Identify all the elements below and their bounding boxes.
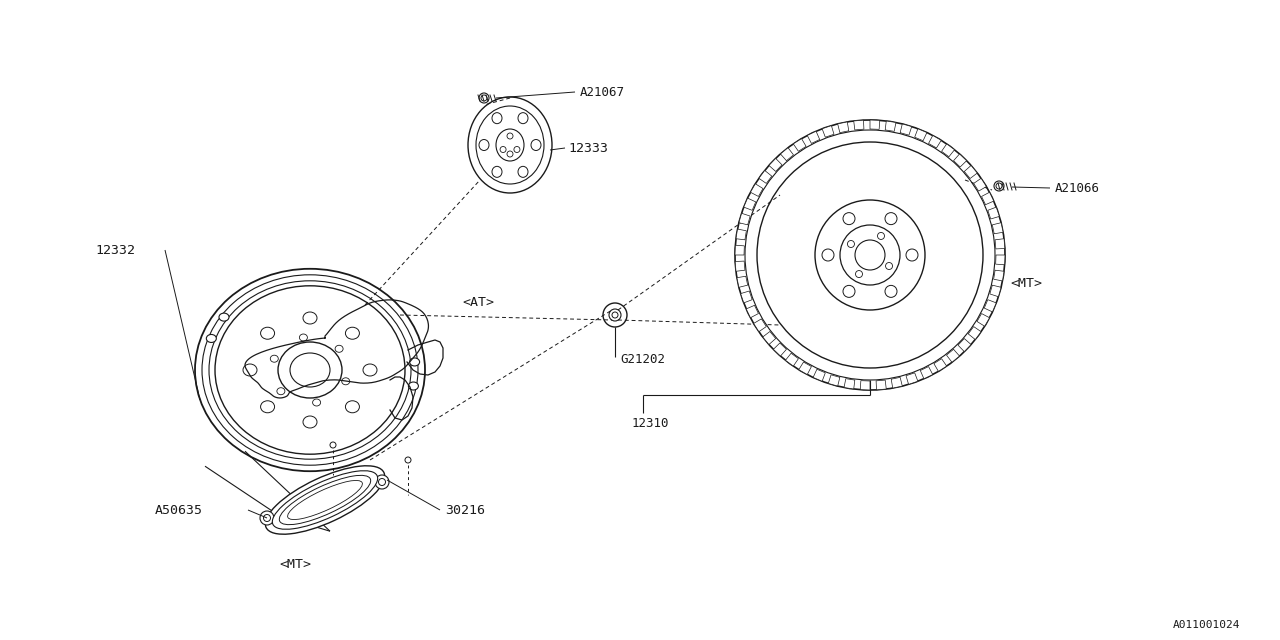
Polygon shape	[934, 358, 947, 371]
Polygon shape	[828, 375, 840, 386]
Ellipse shape	[265, 466, 385, 534]
Polygon shape	[736, 229, 746, 240]
Polygon shape	[942, 144, 955, 157]
Polygon shape	[915, 129, 927, 141]
Text: 12333: 12333	[568, 141, 608, 154]
Polygon shape	[786, 353, 799, 366]
Polygon shape	[900, 124, 911, 135]
Polygon shape	[891, 378, 902, 388]
Polygon shape	[837, 122, 849, 132]
Polygon shape	[988, 207, 1000, 219]
Polygon shape	[992, 223, 1004, 234]
Text: G21202: G21202	[620, 353, 666, 366]
Polygon shape	[870, 120, 879, 129]
Polygon shape	[739, 213, 750, 225]
Ellipse shape	[206, 335, 216, 342]
Polygon shape	[735, 245, 745, 255]
Text: 30216: 30216	[445, 504, 485, 516]
Circle shape	[735, 120, 1005, 390]
Polygon shape	[993, 270, 1004, 281]
Polygon shape	[799, 362, 812, 374]
Polygon shape	[860, 381, 870, 390]
Polygon shape	[844, 379, 855, 389]
Polygon shape	[759, 170, 772, 184]
Text: A011001024: A011001024	[1172, 620, 1240, 630]
Polygon shape	[763, 332, 776, 344]
Text: A21067: A21067	[580, 86, 625, 99]
Polygon shape	[746, 305, 759, 317]
Ellipse shape	[273, 471, 378, 529]
Polygon shape	[977, 314, 989, 326]
Circle shape	[375, 475, 389, 489]
Polygon shape	[773, 343, 786, 356]
Polygon shape	[794, 139, 806, 151]
Polygon shape	[744, 198, 755, 211]
Text: <AT>: <AT>	[462, 296, 494, 308]
Text: A50635: A50635	[155, 504, 204, 516]
Ellipse shape	[279, 476, 371, 525]
Polygon shape	[989, 285, 1001, 297]
Polygon shape	[735, 261, 745, 271]
Polygon shape	[813, 369, 826, 381]
Polygon shape	[822, 125, 835, 137]
Polygon shape	[974, 179, 987, 191]
Text: A21066: A21066	[1055, 182, 1100, 195]
Ellipse shape	[410, 358, 420, 366]
Polygon shape	[984, 300, 996, 312]
Text: 12332: 12332	[95, 243, 134, 257]
Polygon shape	[946, 349, 960, 362]
Polygon shape	[769, 158, 782, 172]
Polygon shape	[957, 339, 972, 351]
Polygon shape	[982, 192, 993, 205]
Polygon shape	[876, 380, 886, 390]
Polygon shape	[996, 255, 1005, 265]
Ellipse shape	[288, 481, 362, 520]
Text: 12310: 12310	[631, 417, 668, 429]
Polygon shape	[886, 121, 896, 131]
Ellipse shape	[408, 382, 419, 390]
Polygon shape	[754, 319, 767, 332]
Polygon shape	[964, 166, 977, 179]
Polygon shape	[737, 276, 748, 287]
Polygon shape	[995, 239, 1005, 249]
Ellipse shape	[219, 313, 229, 321]
Polygon shape	[854, 120, 864, 130]
Text: <MT>: <MT>	[279, 559, 311, 572]
Text: <MT>: <MT>	[1010, 276, 1042, 289]
Polygon shape	[954, 154, 966, 167]
Polygon shape	[741, 291, 753, 303]
Polygon shape	[906, 373, 918, 385]
Circle shape	[260, 511, 274, 525]
Polygon shape	[968, 326, 980, 340]
Polygon shape	[928, 136, 941, 148]
Polygon shape	[781, 148, 794, 161]
Polygon shape	[750, 184, 763, 196]
Polygon shape	[920, 367, 933, 379]
Polygon shape	[808, 131, 819, 143]
